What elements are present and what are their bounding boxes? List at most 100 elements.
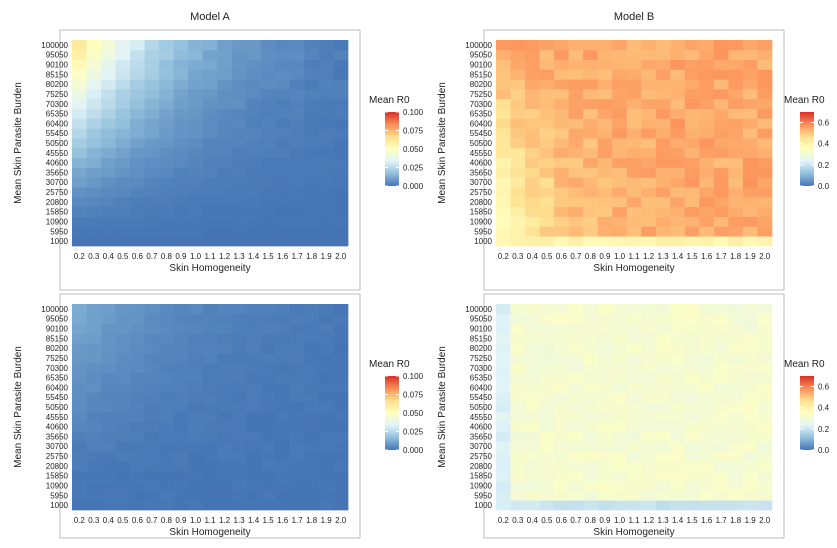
heatmap-cell bbox=[275, 138, 291, 149]
heatmap-cell bbox=[510, 177, 526, 188]
heatmap-cell bbox=[304, 362, 320, 374]
heatmap-cell bbox=[86, 98, 102, 110]
heatmap-cell bbox=[130, 147, 145, 159]
heatmap-cell bbox=[670, 323, 686, 334]
heatmap-cell bbox=[713, 362, 729, 374]
heatmap-cell bbox=[728, 216, 744, 227]
heatmap-cell bbox=[101, 236, 116, 247]
heatmap-cell bbox=[72, 206, 87, 217]
heatmap-cell bbox=[115, 353, 131, 364]
heatmap-cell bbox=[728, 500, 744, 511]
heatmap-cell bbox=[217, 187, 233, 198]
heatmap-cell bbox=[510, 187, 526, 198]
heatmap-cell bbox=[289, 147, 305, 159]
heatmap-cell bbox=[496, 108, 511, 119]
x-tick-label: 0.6 bbox=[556, 516, 568, 525]
heatmap-cell bbox=[728, 372, 744, 383]
y-tick-label: 25750 bbox=[470, 188, 493, 197]
heatmap-cell bbox=[612, 392, 628, 403]
heatmap-cell bbox=[655, 392, 671, 403]
heatmap-cell bbox=[568, 333, 584, 344]
heatmap-cell bbox=[115, 460, 131, 472]
heatmap-cell bbox=[144, 226, 160, 237]
heatmap-cell bbox=[188, 421, 204, 432]
heatmap-cell bbox=[539, 470, 555, 481]
heatmap-cell bbox=[525, 157, 540, 168]
heatmap-cell bbox=[86, 138, 102, 149]
heatmap-cell bbox=[496, 372, 511, 383]
heatmap-cell bbox=[742, 500, 758, 511]
x-tick-label: 0.9 bbox=[175, 252, 187, 261]
heatmap-cell bbox=[202, 196, 218, 208]
heatmap-cell bbox=[510, 206, 526, 217]
x-tick-label: 1.7 bbox=[292, 252, 304, 261]
heatmap-cell bbox=[626, 343, 642, 354]
heatmap-cell bbox=[217, 353, 233, 364]
heatmap-cell bbox=[742, 470, 758, 481]
x-tick-label: 1.6 bbox=[701, 252, 713, 261]
x-tick-label: 0.4 bbox=[103, 516, 115, 525]
heatmap-cell bbox=[684, 128, 700, 139]
heatmap-cell bbox=[289, 98, 305, 110]
heatmap-cell bbox=[275, 98, 291, 110]
heatmap-cell bbox=[86, 500, 102, 511]
heatmap-cell bbox=[333, 128, 349, 139]
heatmap-cell bbox=[510, 392, 526, 403]
heatmap-cell bbox=[655, 118, 671, 129]
heatmap-cell bbox=[612, 402, 628, 413]
heatmap-cell bbox=[641, 40, 657, 51]
heatmap-cell bbox=[130, 441, 145, 452]
heatmap-cell bbox=[333, 196, 349, 208]
heatmap-cell bbox=[101, 59, 116, 70]
heatmap-cell bbox=[260, 147, 276, 159]
heatmap-cell bbox=[641, 177, 657, 188]
heatmap-cell bbox=[510, 313, 526, 324]
heatmap-cell bbox=[246, 98, 262, 110]
heatmap-cell bbox=[144, 138, 160, 149]
heatmap-cell bbox=[757, 128, 773, 139]
heatmap-cell bbox=[742, 79, 758, 90]
heatmap-cell bbox=[217, 500, 233, 511]
heatmap-cell bbox=[510, 421, 526, 432]
heatmap-cell bbox=[641, 353, 657, 364]
heatmap-cell bbox=[554, 59, 569, 70]
heatmap-cell bbox=[144, 362, 160, 374]
chart-title: Model A bbox=[190, 11, 230, 23]
heatmap-cell bbox=[554, 451, 569, 462]
heatmap-cell bbox=[612, 147, 628, 159]
x-tick-label: 1.6 bbox=[277, 516, 289, 525]
y-tick-label: 1000 bbox=[474, 237, 492, 246]
heatmap-cell bbox=[289, 402, 305, 413]
heatmap-cell bbox=[72, 147, 87, 159]
heatmap-cell bbox=[333, 40, 349, 51]
heatmap-cell bbox=[496, 382, 511, 393]
heatmap-cell bbox=[496, 333, 511, 344]
x-tick-label: 0.4 bbox=[103, 252, 115, 261]
heatmap-cell bbox=[231, 323, 247, 334]
heatmap-cell bbox=[728, 323, 744, 334]
heatmap-cell bbox=[130, 353, 145, 364]
heatmap-cell bbox=[568, 421, 584, 432]
heatmap-cell bbox=[260, 177, 276, 188]
heatmap-cell bbox=[130, 177, 145, 188]
heatmap-cell bbox=[173, 49, 189, 60]
heatmap-cell bbox=[539, 421, 555, 432]
heatmap-cell bbox=[626, 206, 642, 217]
heatmap-cell bbox=[202, 187, 218, 198]
heatmap-cell bbox=[583, 411, 599, 423]
heatmap-cell bbox=[612, 89, 628, 100]
y-tick-label: 20800 bbox=[470, 462, 493, 471]
heatmap-cell bbox=[612, 59, 628, 70]
heatmap-cell bbox=[217, 451, 233, 462]
heatmap-cell bbox=[568, 216, 584, 227]
heatmap-cell bbox=[130, 323, 145, 334]
heatmap-cell bbox=[260, 490, 276, 501]
x-tick-label: 0.6 bbox=[132, 252, 144, 261]
heatmap-cell bbox=[246, 451, 262, 462]
heatmap-cell bbox=[130, 167, 145, 178]
heatmap-cell bbox=[641, 313, 657, 324]
heatmap-cell bbox=[554, 89, 569, 100]
heatmap-cell bbox=[641, 402, 657, 413]
heatmap-cell bbox=[742, 167, 758, 178]
heatmap-cell bbox=[318, 313, 334, 324]
